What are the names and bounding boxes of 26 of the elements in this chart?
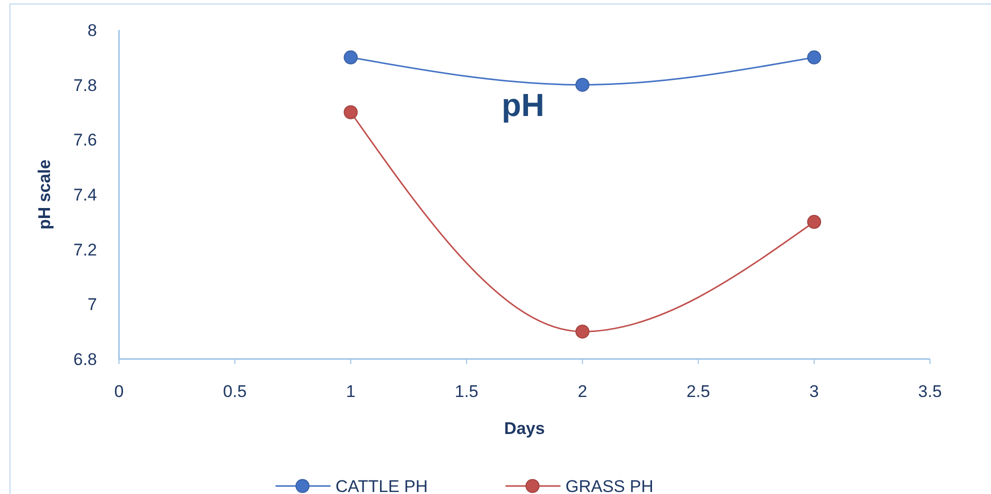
legend-label: GRASS PH [566,477,654,494]
point [344,50,358,64]
x-tick-label: 1.5 [454,382,478,401]
y-tick-label: 7.4 [73,186,97,204]
x-tick-label: 0 [114,382,124,401]
y-tick-label: 7.8 [73,76,97,95]
point [344,105,358,120]
y-tick-label: 7.6 [73,130,97,150]
x-tick-label: 3 [809,382,819,401]
point [807,214,822,229]
y-tick-label: 6.8 [73,350,97,369]
point [807,50,822,64]
x-axis-title: Days [504,419,545,438]
y-axis-title: pH scale [35,160,54,230]
y-tick-label: 7.2 [73,240,97,260]
legend-label: CATTLE PH [336,477,428,494]
x-tick-label: 2.5 [686,382,710,401]
y-tick-label: 7 [88,295,97,314]
x-tick-label: 2 [578,382,588,401]
x-tick-label: 3.5 [918,382,942,401]
x-tick-label: 1 [346,382,356,401]
text: pH [502,87,544,123]
point [575,324,590,339]
y-tick-label: 8 [88,21,97,40]
point [575,78,590,92]
x-tick-label: 0.5 [223,382,247,401]
